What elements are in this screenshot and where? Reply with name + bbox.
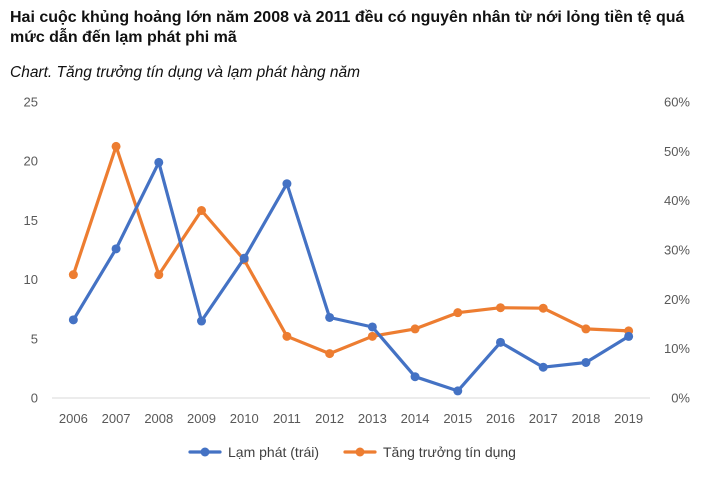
series-layer: [68, 141, 634, 396]
data-point-credit: [410, 324, 420, 334]
x-tick-label: 2015: [443, 411, 472, 426]
right-tick-label: 10%: [664, 341, 690, 356]
data-point-credit: [453, 308, 463, 318]
x-tick-label: 2017: [529, 411, 558, 426]
right-tick-label: 30%: [664, 243, 690, 258]
right-tick-label: 40%: [664, 193, 690, 208]
data-point-credit: [581, 324, 591, 334]
data-point-inflation: [410, 372, 420, 382]
x-tick-label: 2014: [401, 411, 430, 426]
data-point-inflation: [538, 362, 548, 372]
x-tick-label: 2013: [358, 411, 387, 426]
x-tick-label: 2018: [571, 411, 600, 426]
left-tick-label: 20: [24, 154, 38, 169]
right-tick-label: 0%: [671, 391, 690, 406]
left-tick-label: 15: [24, 213, 38, 228]
data-point-credit: [154, 270, 164, 280]
right-tick-label: 50%: [664, 144, 690, 159]
chart-subtitle: Chart. Tăng trưởng tín dụng và lạm phát …: [10, 64, 361, 81]
legend-label-credit: Tăng trưởng tín dụng: [383, 444, 516, 460]
data-point-inflation: [239, 253, 249, 263]
left-y-axis: 0 5 10 15 20 25: [24, 95, 38, 406]
data-point-inflation: [68, 315, 78, 325]
data-point-credit: [325, 349, 335, 359]
data-point-inflation: [367, 322, 377, 332]
series-line-credit: [71, 144, 631, 356]
series-inflation: [68, 157, 634, 396]
chart-title: Hai cuộc khủng hoảng lớn năm 2008 và 201…: [10, 9, 685, 46]
legend: Lạm phát (trái) Tăng trưởng tín dụng: [188, 444, 516, 460]
data-point-inflation: [325, 312, 335, 322]
data-point-credit: [367, 331, 377, 341]
right-tick-label: 60%: [664, 95, 690, 110]
legend-item-credit: Tăng trưởng tín dụng: [343, 444, 516, 460]
left-tick-label: 0: [31, 391, 38, 406]
right-y-axis: 0% 10% 20% 30% 40% 50% 60%: [664, 95, 690, 406]
left-tick-label: 25: [24, 95, 38, 110]
legend-item-inflation: Lạm phát (trái): [188, 444, 319, 460]
data-point-credit: [197, 206, 206, 216]
left-tick-label: 10: [24, 272, 38, 287]
data-point-credit: [282, 331, 292, 341]
legend-label-inflation: Lạm phát (trái): [228, 444, 319, 460]
legend-marker-inflation: [200, 447, 210, 457]
data-point-inflation: [197, 316, 206, 326]
legend-marker-credit: [355, 447, 365, 457]
data-point-credit: [68, 270, 78, 280]
x-tick-label: 2006: [59, 411, 88, 426]
data-point-inflation: [282, 179, 292, 189]
x-tick-label: 2019: [614, 411, 643, 426]
x-axis: 2006 2007 2008 2009 2010 2011 2012 2013 2014 2015…: [59, 411, 643, 426]
data-point-credit: [111, 141, 121, 151]
x-tick-label: 2010: [230, 411, 259, 426]
x-tick-label: 2011: [273, 411, 301, 426]
data-point-inflation: [496, 337, 505, 347]
data-point-credit: [496, 303, 505, 313]
x-tick-label: 2016: [486, 411, 515, 426]
data-point-inflation: [154, 157, 164, 167]
data-point-inflation: [453, 386, 463, 396]
left-tick-label: 5: [31, 331, 38, 346]
data-point-inflation: [581, 357, 591, 367]
x-tick-label: 2009: [187, 411, 216, 426]
data-point-inflation: [624, 331, 634, 341]
x-tick-label: 2008: [144, 411, 173, 426]
series-line-inflation: [71, 160, 631, 393]
data-point-credit: [538, 303, 548, 313]
data-point-inflation: [111, 244, 121, 254]
x-tick-label: 2007: [102, 411, 131, 426]
right-tick-label: 20%: [664, 292, 690, 307]
x-tick-label: 2012: [315, 411, 344, 426]
